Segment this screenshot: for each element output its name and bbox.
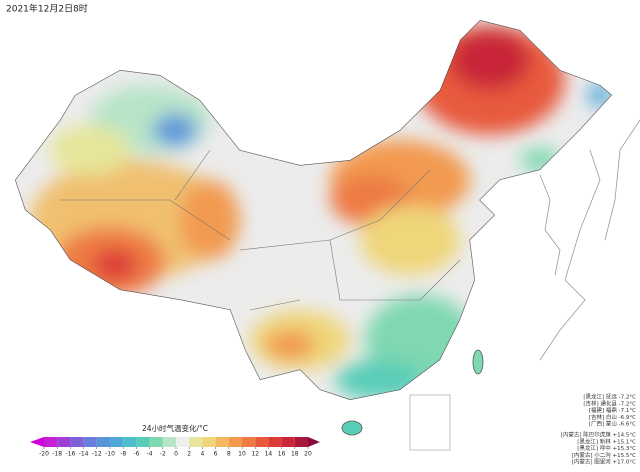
colorbar-segment [268,437,282,447]
station-row: [福建] 福鼎 -7.1°C [589,406,636,414]
colorbar-tick-label: -20 [39,451,49,458]
colorbar-tick-label: -14 [79,451,89,458]
colorbar-tick-label: -8 [120,451,126,458]
colorbar-tick-label: -12 [92,451,102,458]
station-row: [吉林] 通化县 -7.2°C [583,399,636,407]
colorbar-segment [242,437,256,447]
colorbar-tick-label: -16 [65,451,75,458]
colorbar-segment [162,437,176,447]
south-sea-inset [409,394,451,451]
colorbar-segment [110,437,124,447]
colorbar-segment [281,437,295,447]
station-row: [广西] 蒙山 -6.6°C [589,420,636,428]
colorbar-segment [57,437,71,447]
colorbar-tick-label: -4 [147,451,153,458]
colorbar-segment [136,437,150,447]
station-row: [黑龙江] 新林 +15.1°C [577,437,636,445]
colorbar-tick-label: 0 [174,451,178,458]
colorbar-segment [176,437,190,447]
colorbar-tick-label: 12 [251,451,259,458]
station-row: [内蒙古] 陈巴尔虎旗 +14.5°C [561,431,636,439]
colorbar-segment [189,437,203,447]
colorbar-tick-label: 16 [278,451,286,458]
temperature-field [15,20,612,400]
colorbar-tick-label: 10 [238,451,246,458]
colorbar-segment [228,437,242,447]
taiwan [472,349,484,375]
colorbar-label: 24小时气温变化/°C [142,423,208,433]
colorbar: 24小时气温变化/°C -20 -18 -16 -14 -12 -10 -8 -6 -4 -2 0 2… [30,423,320,458]
colorbar-segment [202,437,216,447]
station-row: [内蒙古] 图里河 +17.0°C [572,458,636,466]
station-row: [吉林] 白山 -6.9°C [589,413,636,421]
station-list: [黑龙江] 抚远 -7.2°C[吉林] 通化县 -7.2°C[福建] 福鼎 -7… [561,393,636,466]
colorbar-segment [70,437,84,447]
colorbar-tick-label: 20 [304,451,312,458]
colorbar-tick-label: -10 [105,451,115,458]
station-row: [黑龙江] 抚远 -7.2°C [583,393,636,401]
colorbar-segment [83,437,97,447]
colorbar-segment [255,437,269,447]
colorbar-under [30,437,44,447]
hainan [341,420,363,436]
colorbar-tick-label: 18 [291,451,299,458]
colorbar-tick-label: 8 [227,451,231,458]
colorbar-segment [96,437,110,447]
colorbar-tick-label: 2 [187,451,191,458]
colorbar-tick-label: 6 [214,451,218,458]
colorbar-segment [44,437,58,447]
colorbar-tick-label: -2 [160,451,166,458]
colorbar-tick-label: 14 [265,451,273,458]
colorbar-tick-label: -18 [52,451,62,458]
colorbar-tick-label: -6 [133,451,139,458]
colorbar-segment [149,437,163,447]
colorbar-segment [123,437,137,447]
station-row: [内蒙古] 小二沟 +15.5°C [572,451,636,459]
colorbar-segment [215,437,229,447]
title: 2021年12月2日8时 [6,3,88,15]
colorbar-segment [294,437,308,447]
station-row: [黑龙江] 呼中 +15.3°C [577,444,636,452]
colorbar-over [308,437,320,447]
colorbar-tick-label: 4 [200,451,204,458]
